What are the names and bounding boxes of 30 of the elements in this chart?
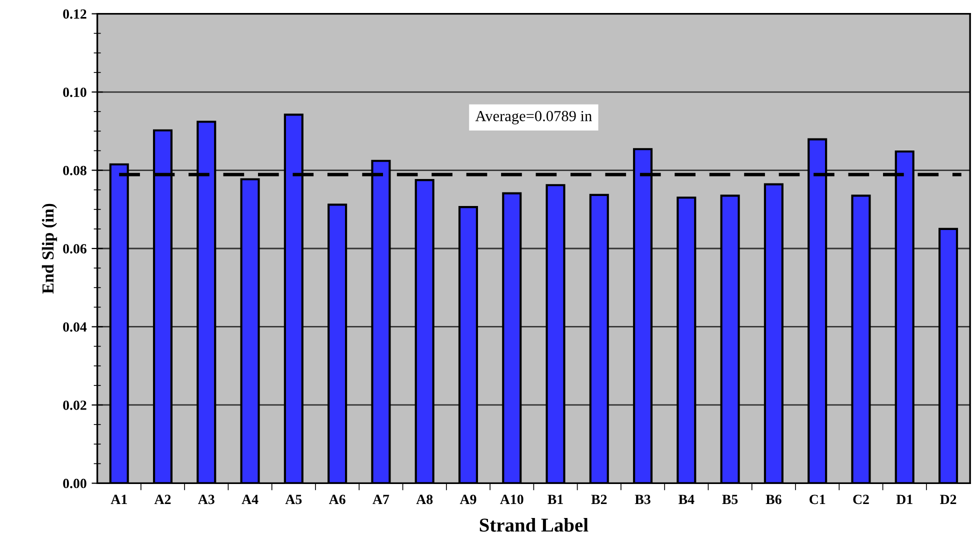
x-tick-label: B6 [766,494,782,504]
x-tick-label: C1 [810,494,826,504]
y-tick-label: 0.12 [63,9,86,19]
x-tick-label: C2 [853,494,869,504]
x-tick-label: A5 [285,494,302,504]
y-tick-label: 0.08 [63,166,86,176]
x-tick-label: A6 [328,494,346,504]
x-tick-label: A2 [154,494,171,504]
ref-line-label: Average=0.0789 in [475,110,592,124]
y-tick-label: 0.10 [63,88,86,98]
x-tick-label: A3 [198,494,214,504]
y-tick-label: 0.04 [63,322,87,332]
x-tick-label: A4 [242,494,258,504]
x-tick-label: B2 [591,494,607,504]
x-tick-label: D2 [940,494,956,504]
x-tick-label: A7 [372,494,390,504]
x-tick-label: D1 [896,494,912,504]
x-tick-label: A8 [416,494,433,504]
x-tick-label: B5 [722,494,738,504]
x-tick-label: B4 [678,494,694,504]
x-tick-label: B1 [548,494,563,504]
x-tick-label: A10 [500,494,524,504]
x-tick-label: B3 [634,494,650,504]
y-tick-label: 0.06 [63,244,86,254]
y-axis-title: End Slip (in) [42,204,58,294]
x-tick-label: A1 [110,494,127,504]
y-tick-label: 0.00 [63,478,86,488]
x-axis-title: Strand Label [480,518,588,532]
x-tick-label: A9 [460,494,476,504]
y-tick-label: 0.02 [63,400,86,410]
